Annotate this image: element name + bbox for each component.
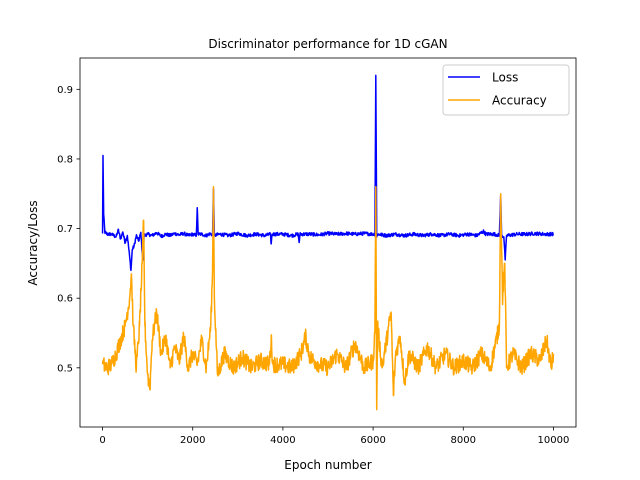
y-axis-label: Accuracy/Loss (26, 200, 40, 285)
x-tick-label: 2000 (180, 435, 205, 446)
y-tick-label: 0.9 (57, 85, 73, 96)
x-tick-label: 8000 (451, 435, 476, 446)
y-axis: 0.5 0.6 0.7 0.8 0.9 (57, 85, 80, 374)
x-tick-label: 10000 (538, 435, 570, 446)
y-tick-label: 0.6 (57, 294, 73, 305)
legend-label-loss: Loss (492, 71, 518, 85)
series-line-accuracy (101, 186, 555, 411)
legend: Loss Accuracy (442, 64, 570, 116)
plot-frame (79, 57, 577, 428)
y-tick-label: 0.5 (57, 363, 73, 374)
x-tick-label: 0 (99, 435, 105, 446)
x-tick-label: 6000 (360, 435, 385, 446)
y-tick-label: 0.7 (57, 224, 73, 235)
series-layer (101, 74, 555, 411)
x-tick-label: 4000 (270, 435, 295, 446)
legend-label-accuracy: Accuracy (492, 94, 547, 108)
x-axis: 0 2000 4000 6000 8000 10000 (99, 427, 569, 446)
y-tick-label: 0.8 (57, 154, 73, 165)
x-axis-label: Epoch number (284, 458, 371, 472)
chart-title: Discriminator performance for 1D cGAN (208, 37, 447, 51)
series-line-loss (101, 74, 555, 272)
